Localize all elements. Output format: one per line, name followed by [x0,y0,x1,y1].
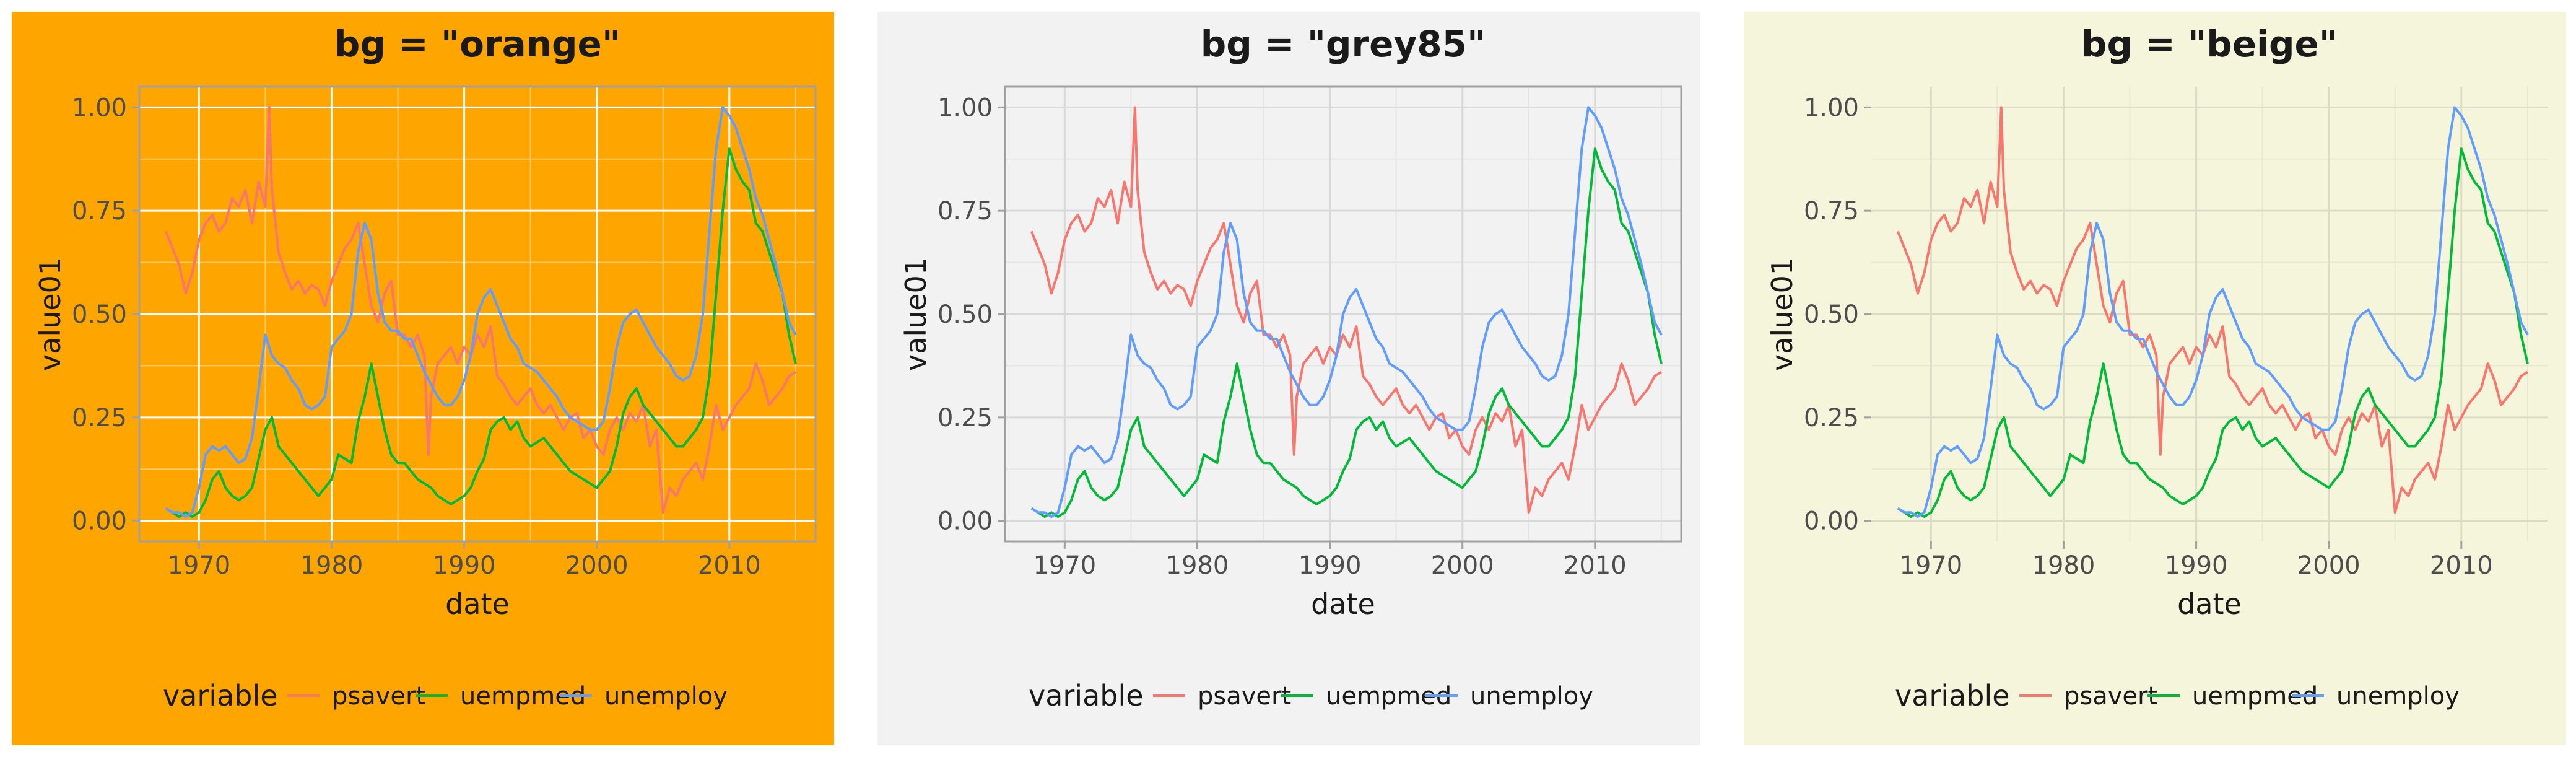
x-tick-label: 1990 [433,551,496,580]
series-line-unemploy [165,106,797,518]
x-axis-label: date [1311,587,1375,621]
chart-svg: 1970 1980 1990 2000 2010 0.00 0.25 0.50 0.75 1.00… [899,23,1682,712]
legend-label-psavert: psavert [332,682,425,711]
y-tick-label: 1.00 [1804,94,1859,122]
y-tick-label: 0.75 [72,197,127,225]
x-axis-label: date [445,587,510,621]
series-line-psavert [164,106,796,514]
x-tick-label: 2010 [2430,551,2493,580]
series-line-unemploy [1030,106,1663,518]
y-tick-label: 0.00 [72,507,127,536]
chart-svg: 1970 1980 1990 2000 2010 0.00 0.25 0.50 0.75 1.00… [1765,23,2548,712]
legend-label-psavert: psavert [2064,682,2157,711]
series-line-uempmed [1030,147,1663,518]
y-tick-label: 1.00 [72,94,127,122]
y-tick-label: 0.25 [72,404,127,432]
legend-label-unemploy: unemploy [1470,682,1593,711]
x-axis-label: date [2177,587,2242,621]
x-tick-label: 1990 [1299,551,1362,580]
x-tick-label: 1970 [1899,551,1962,580]
series-line-uempmed [1897,147,2529,518]
y-tick-label: 0.50 [72,300,127,329]
series-line-psavert [1030,106,1662,514]
legend-title: variable [1895,679,2010,712]
y-tick-label: 0.75 [938,197,993,225]
x-tick-label: 1970 [1033,551,1096,580]
series-line-uempmed [165,147,797,518]
y-tick-label: 0.25 [1804,404,1859,432]
x-tick-label: 2010 [1564,551,1627,580]
legend-label-unemploy: unemploy [604,682,728,711]
y-axis-label: value01 [899,257,933,371]
y-tick-label: 0.50 [1804,300,1859,329]
chart-panel-beige: 1970 1980 1990 2000 2010 0.00 0.25 0.50 0.75 1.00… [1744,12,2566,745]
x-tick-label: 2000 [1431,551,1494,580]
y-tick-label: 0.25 [938,404,993,432]
legend-label-unemploy: unemploy [2336,682,2460,711]
y-tick-label: 1.00 [938,94,993,122]
series-line-psavert [1896,106,2528,514]
x-tick-label: 2010 [698,551,761,580]
chart-panel-orange: 1970 1980 1990 2000 2010 0.00 0.25 0.50 0.75 1.00… [12,12,834,745]
x-tick-label: 1970 [167,551,230,580]
legend-title: variable [1029,679,1144,712]
x-tick-label: 1980 [2032,551,2095,580]
y-tick-label: 0.00 [938,507,993,536]
legend-title: variable [163,679,278,712]
chart-panel-grey85: 1970 1980 1990 2000 2010 0.00 0.25 0.50 0.75 1.00… [877,12,1700,745]
y-axis-label: value01 [1765,257,1799,371]
x-tick-label: 2000 [2297,551,2361,580]
y-axis-label: value01 [33,257,67,371]
chart-title: bg = "orange" [334,23,620,65]
series-line-unemploy [1897,106,2529,518]
x-tick-label: 1980 [300,551,363,580]
y-tick-label: 0.50 [938,300,993,329]
legend-label-psavert: psavert [1198,682,1291,711]
chart-title: bg = "beige" [2081,23,2338,65]
x-tick-label: 1990 [2165,551,2228,580]
x-tick-label: 2000 [565,551,629,580]
y-tick-label: 0.75 [1804,197,1859,225]
x-tick-label: 1980 [1166,551,1229,580]
chart-title: bg = "grey85" [1201,23,1486,65]
y-tick-label: 0.00 [1804,507,1859,536]
chart-svg: 1970 1980 1990 2000 2010 0.00 0.25 0.50 0.75 1.00… [33,23,817,712]
